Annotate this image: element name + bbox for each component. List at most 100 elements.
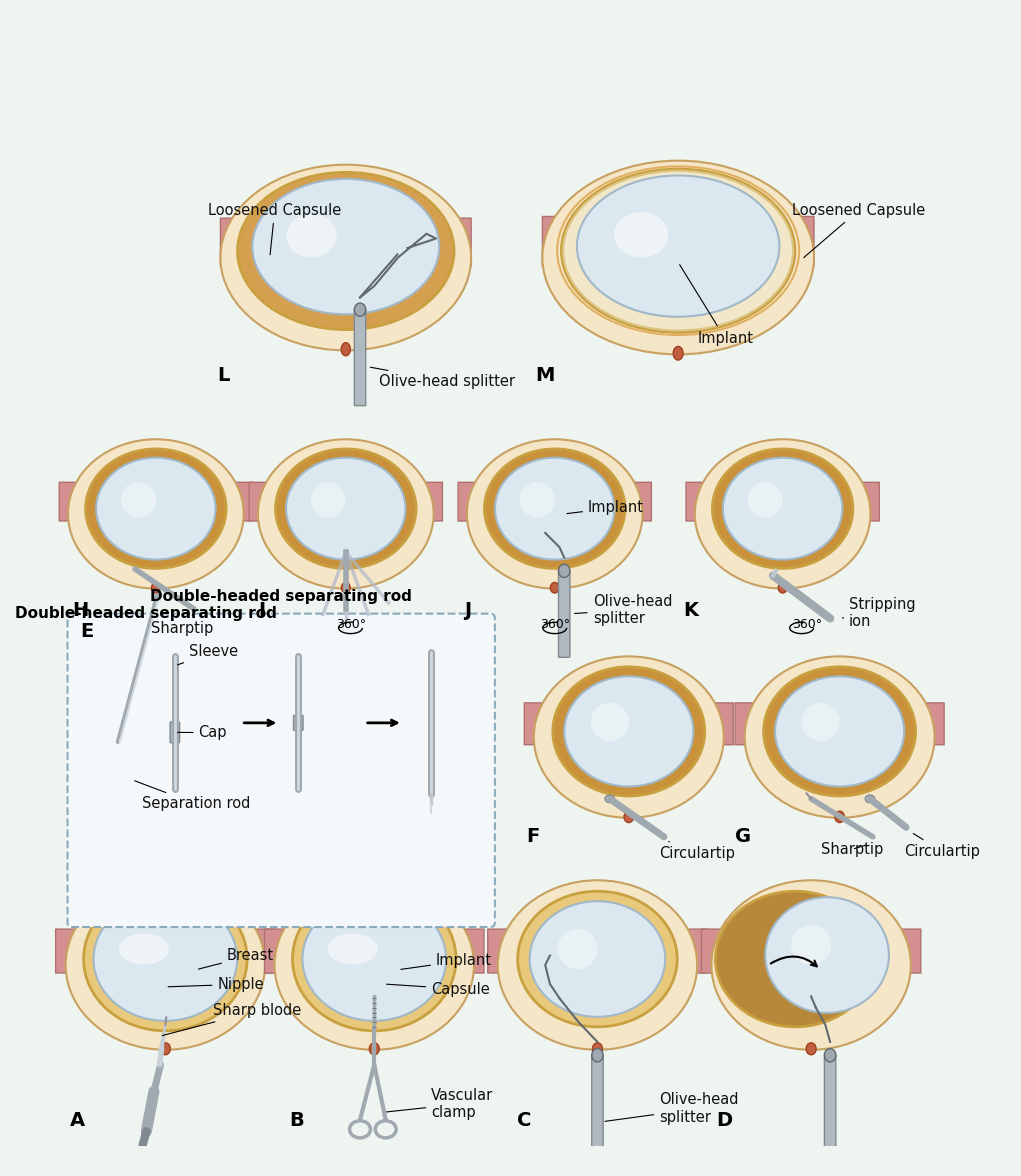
Ellipse shape	[744, 656, 934, 817]
Ellipse shape	[530, 901, 666, 1017]
FancyBboxPatch shape	[525, 703, 733, 744]
Ellipse shape	[120, 482, 156, 517]
Text: F: F	[526, 827, 539, 846]
Text: D: D	[716, 1111, 732, 1130]
Text: Vascular
clamp: Vascular clamp	[387, 1088, 493, 1120]
Text: L: L	[217, 366, 230, 385]
Ellipse shape	[778, 582, 787, 593]
Ellipse shape	[534, 656, 724, 817]
Ellipse shape	[221, 165, 471, 350]
Text: Olive-head
splitter: Olive-head splitter	[605, 1093, 738, 1124]
Text: Sharp blode: Sharp blode	[162, 1003, 301, 1036]
FancyBboxPatch shape	[354, 309, 366, 406]
Ellipse shape	[370, 1043, 379, 1055]
Text: Olive-head
splitter: Olive-head splitter	[575, 594, 672, 626]
Text: Nipple: Nipple	[168, 977, 264, 991]
Ellipse shape	[238, 173, 454, 329]
Text: K: K	[683, 601, 698, 621]
Ellipse shape	[557, 929, 597, 969]
Text: C: C	[517, 1111, 531, 1130]
FancyBboxPatch shape	[488, 929, 708, 973]
Ellipse shape	[310, 482, 346, 517]
Ellipse shape	[592, 1043, 602, 1055]
FancyBboxPatch shape	[701, 929, 921, 973]
FancyBboxPatch shape	[249, 482, 442, 521]
Text: Implant: Implant	[567, 500, 644, 515]
Ellipse shape	[258, 440, 434, 589]
FancyBboxPatch shape	[59, 482, 252, 521]
Ellipse shape	[712, 881, 911, 1050]
FancyBboxPatch shape	[824, 1055, 836, 1170]
FancyBboxPatch shape	[67, 614, 495, 927]
Text: Olive-head splitter: Olive-head splitter	[371, 367, 515, 389]
Ellipse shape	[824, 1049, 836, 1062]
Ellipse shape	[614, 212, 669, 258]
Ellipse shape	[801, 703, 839, 741]
Ellipse shape	[341, 342, 350, 356]
Ellipse shape	[764, 667, 916, 796]
Ellipse shape	[605, 795, 615, 803]
Text: 360°: 360°	[540, 617, 571, 630]
Text: Stripping
ion: Stripping ion	[842, 596, 916, 629]
Ellipse shape	[716, 891, 875, 1027]
Ellipse shape	[354, 303, 366, 316]
Ellipse shape	[775, 676, 905, 787]
Ellipse shape	[484, 449, 625, 568]
Ellipse shape	[592, 1049, 603, 1062]
Text: I: I	[258, 601, 265, 621]
Text: 360°: 360°	[792, 617, 822, 630]
Text: H: H	[72, 601, 89, 621]
Ellipse shape	[84, 887, 247, 1031]
Text: Separation rod: Separation rod	[135, 781, 250, 811]
Ellipse shape	[835, 811, 844, 822]
FancyBboxPatch shape	[294, 715, 303, 730]
Ellipse shape	[292, 887, 456, 1031]
FancyBboxPatch shape	[264, 929, 484, 973]
Ellipse shape	[550, 582, 560, 593]
FancyBboxPatch shape	[221, 219, 471, 266]
Ellipse shape	[276, 449, 417, 568]
Ellipse shape	[624, 811, 634, 822]
Text: A: A	[70, 1111, 86, 1130]
Text: Loosened Capsule: Loosened Capsule	[792, 202, 925, 258]
Ellipse shape	[865, 795, 875, 803]
Ellipse shape	[694, 440, 871, 589]
Ellipse shape	[287, 214, 337, 258]
Ellipse shape	[497, 881, 697, 1050]
Text: J: J	[465, 601, 472, 621]
Ellipse shape	[302, 897, 446, 1021]
Ellipse shape	[118, 934, 168, 964]
Ellipse shape	[673, 347, 683, 360]
Text: Circulartip: Circulartip	[905, 834, 980, 858]
Text: E: E	[80, 622, 93, 641]
Ellipse shape	[713, 449, 853, 568]
Text: B: B	[289, 1111, 303, 1130]
Text: Implant: Implant	[401, 953, 492, 969]
FancyBboxPatch shape	[458, 482, 651, 521]
Text: Circulartip: Circulartip	[660, 842, 735, 861]
Ellipse shape	[807, 1043, 816, 1055]
Text: Double-headed separating rod: Double-headed separating rod	[15, 607, 278, 621]
Ellipse shape	[495, 457, 615, 560]
Text: G: G	[735, 827, 751, 846]
Ellipse shape	[68, 440, 244, 589]
FancyBboxPatch shape	[542, 216, 814, 267]
Ellipse shape	[94, 897, 237, 1021]
Text: M: M	[536, 366, 555, 385]
FancyBboxPatch shape	[171, 722, 180, 743]
Text: Double-headed separating rod: Double-headed separating rod	[150, 589, 412, 604]
Text: 360°: 360°	[336, 617, 367, 630]
Ellipse shape	[467, 440, 642, 589]
Ellipse shape	[520, 482, 554, 517]
Ellipse shape	[275, 881, 474, 1050]
Ellipse shape	[286, 457, 405, 560]
Ellipse shape	[591, 703, 629, 741]
Ellipse shape	[96, 457, 215, 560]
Ellipse shape	[791, 926, 831, 965]
FancyBboxPatch shape	[56, 929, 275, 973]
Text: Loosened Capsule: Loosened Capsule	[208, 202, 341, 255]
Text: Sleeve: Sleeve	[178, 644, 238, 664]
Ellipse shape	[160, 1043, 171, 1055]
Ellipse shape	[518, 891, 677, 1027]
FancyBboxPatch shape	[735, 703, 944, 744]
